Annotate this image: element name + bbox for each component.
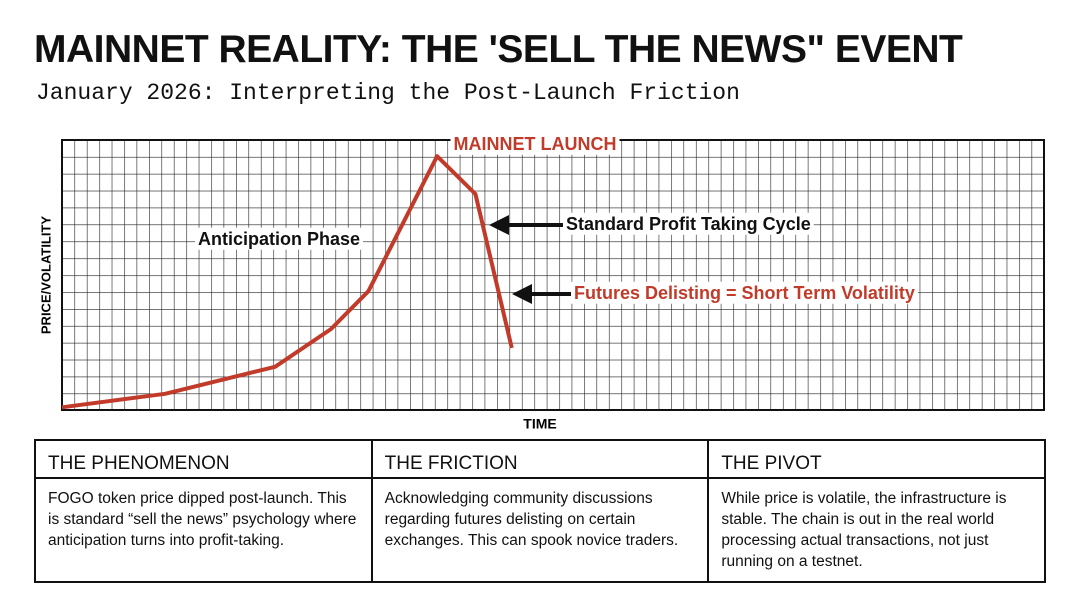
table-header: THE PIVOT [707, 439, 1046, 479]
subtitle: January 2026: Interpreting the Post-Laun… [36, 80, 740, 106]
info-table: THE PHENOMENON THE FRICTION THE PIVOT FO… [34, 439, 1046, 583]
annotation: Anticipation Phase [198, 229, 360, 249]
chart: TIME PRICE/VOLATILITY MAINNET LAUNCH Anti… [38, 132, 1045, 432]
table-header: THE FRICTION [370, 439, 710, 479]
annotation: MAINNET LAUNCH [454, 134, 617, 154]
table-cell: While price is volatile, the infrastruct… [707, 477, 1046, 583]
y-axis-label: PRICE/VOLATILITY [38, 216, 53, 335]
annotation-background [450, 132, 620, 155]
annotation-background [571, 281, 918, 304]
annotation: Standard Profit Taking Cycle [566, 214, 811, 234]
annotation: Futures Delisting = Short Term Volatilit… [574, 283, 915, 303]
annotation-background [563, 212, 814, 235]
table-row: FOGO token price dipped post-launch. Thi… [34, 477, 1046, 583]
table-header-row: THE PHENOMENON THE FRICTION THE PIVOT [34, 439, 1046, 479]
table-cell: Acknowledging community discussions rega… [370, 477, 710, 583]
table-cell: FOGO token price dipped post-launch. Thi… [34, 477, 373, 583]
grid [62, 140, 1044, 410]
x-axis-label: TIME [523, 416, 556, 432]
table-header: THE PHENOMENON [34, 439, 373, 479]
annotation-background [195, 227, 364, 250]
price-line [61, 154, 514, 410]
title: MAINNET REALITY: THE 'SELL THE NEWS" EVE… [34, 28, 963, 71]
